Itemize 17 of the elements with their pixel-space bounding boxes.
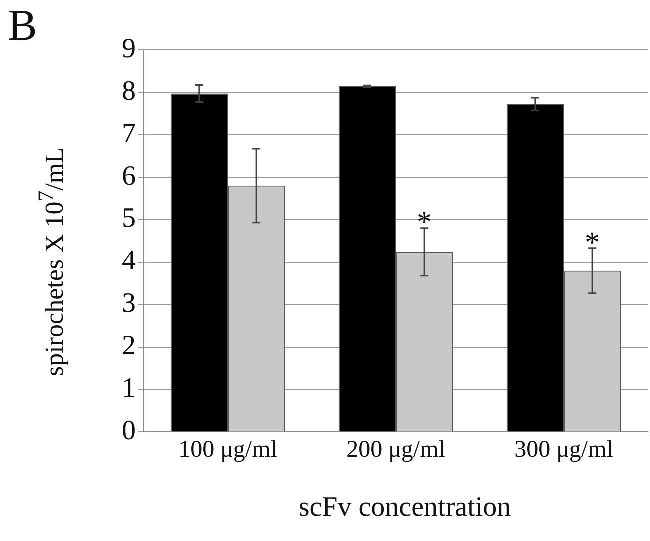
x-tick-label: 100 μg/ml: [178, 436, 278, 463]
x-tick-label: 200 μg/ml: [346, 436, 446, 463]
y-tick-label: 9: [122, 33, 136, 64]
y-tick-label: 6: [122, 160, 136, 192]
y-tick-label: 3: [122, 288, 136, 320]
y-tick-label: 7: [122, 118, 136, 150]
y-tick-label: 1: [122, 373, 136, 404]
text: B: [8, 0, 38, 51]
annotation: *: [417, 206, 432, 239]
y-tick-label: 2: [122, 330, 136, 362]
x-axis-title: scFv concentration: [298, 492, 512, 524]
x-tick-label: 300 μg/ml: [514, 436, 614, 463]
y-tick-label: 8: [122, 76, 136, 107]
y-tick-label: 0: [122, 416, 136, 447]
y-tick-label: 5: [122, 203, 136, 234]
annotation: *: [585, 226, 600, 260]
y-tick-label: 4: [122, 246, 136, 277]
